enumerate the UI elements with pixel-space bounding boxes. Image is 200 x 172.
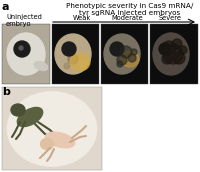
FancyBboxPatch shape	[150, 24, 198, 84]
Circle shape	[128, 54, 136, 62]
FancyBboxPatch shape	[101, 24, 148, 84]
Circle shape	[173, 52, 185, 64]
Ellipse shape	[70, 53, 90, 71]
Ellipse shape	[153, 33, 189, 75]
Circle shape	[110, 42, 124, 56]
Text: Phenotypic severity in Cas9 mRNA/
tyr sgRNA injected embryos: Phenotypic severity in Cas9 mRNA/ tyr sg…	[66, 3, 194, 17]
Circle shape	[117, 61, 123, 67]
Ellipse shape	[7, 92, 97, 166]
Text: b: b	[2, 87, 10, 97]
Ellipse shape	[34, 62, 48, 71]
Circle shape	[19, 46, 23, 50]
Circle shape	[159, 43, 171, 55]
Ellipse shape	[17, 108, 43, 127]
Ellipse shape	[40, 138, 54, 149]
Circle shape	[62, 42, 76, 56]
Text: a: a	[2, 2, 10, 12]
Circle shape	[162, 54, 172, 64]
Circle shape	[68, 54, 78, 64]
Ellipse shape	[121, 51, 139, 67]
Circle shape	[120, 46, 132, 58]
Text: Severe: Severe	[158, 15, 182, 21]
Text: Uninjected
embryo: Uninjected embryo	[6, 14, 42, 27]
Circle shape	[64, 63, 70, 69]
Circle shape	[163, 44, 183, 64]
Circle shape	[179, 46, 187, 54]
Circle shape	[79, 60, 87, 68]
Text: Weak: Weak	[73, 15, 91, 21]
Ellipse shape	[55, 34, 91, 74]
Circle shape	[162, 41, 176, 55]
FancyBboxPatch shape	[2, 87, 102, 170]
Circle shape	[14, 41, 30, 57]
Circle shape	[117, 55, 127, 65]
Ellipse shape	[45, 132, 75, 148]
Text: Moderate: Moderate	[111, 15, 143, 21]
FancyBboxPatch shape	[2, 24, 50, 84]
Ellipse shape	[7, 33, 45, 75]
Ellipse shape	[104, 34, 140, 74]
FancyBboxPatch shape	[52, 24, 99, 84]
Ellipse shape	[11, 104, 25, 116]
Circle shape	[172, 39, 182, 49]
Circle shape	[131, 49, 137, 55]
